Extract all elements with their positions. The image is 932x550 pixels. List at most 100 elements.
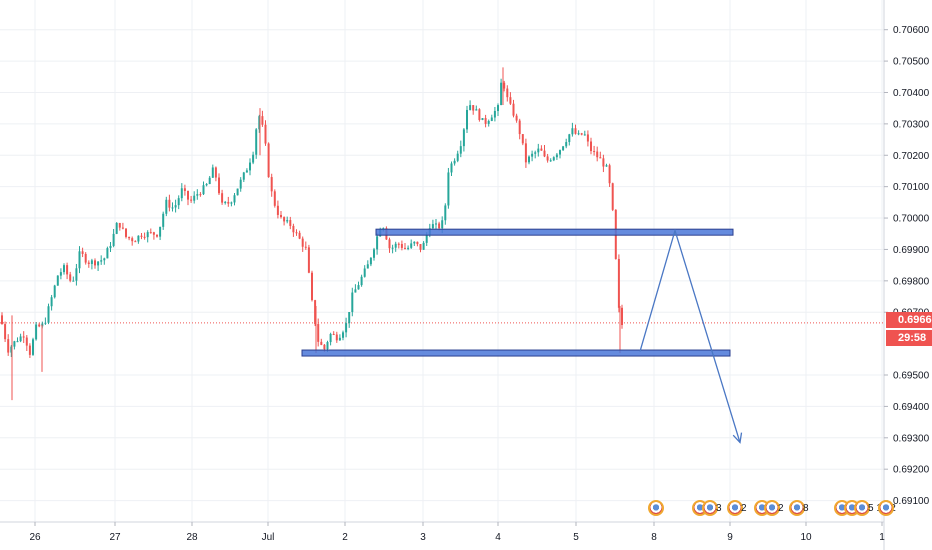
economic-event-marker[interactable] xyxy=(878,499,894,517)
y-tick-label: 0.70000 xyxy=(893,214,930,225)
candle-body xyxy=(311,272,313,301)
candle-body xyxy=(115,222,118,234)
candle-body xyxy=(298,232,301,239)
y-tick-label: 0.69300 xyxy=(893,433,930,444)
candle-body xyxy=(580,133,583,135)
candle-body xyxy=(462,129,465,147)
candle-body xyxy=(100,260,103,262)
candle-body xyxy=(63,265,65,273)
x-tick-label: 28 xyxy=(186,532,198,543)
candle-body xyxy=(190,199,193,201)
support-zone[interactable] xyxy=(301,349,731,357)
candle-body xyxy=(214,167,217,178)
candle-body xyxy=(47,306,50,323)
price-axis[interactable]: 0.70600 0.70500 0.70400 0.70300 0.70200 0.701… xyxy=(884,25,930,507)
candle-body xyxy=(38,324,41,327)
candle-body xyxy=(475,109,478,111)
candle-body xyxy=(35,324,38,340)
candle-body xyxy=(410,243,413,248)
y-tick-label: 0.70100 xyxy=(893,182,930,193)
economic-event-marker[interactable] xyxy=(648,499,664,517)
candle-body xyxy=(19,336,22,342)
candle-body xyxy=(345,323,348,333)
candle-body xyxy=(518,120,521,135)
economic-event-marker[interactable]: 3 xyxy=(692,499,724,517)
candle-body xyxy=(264,124,267,144)
candle-body xyxy=(407,247,410,249)
economic-event-marker[interactable]: 2 xyxy=(727,499,749,517)
candle-body xyxy=(317,324,320,342)
economic-event-marker[interactable]: 8 xyxy=(789,499,811,517)
economic-event-marker[interactable]: 2 xyxy=(754,499,786,517)
candle-body xyxy=(466,109,468,130)
candle-body xyxy=(103,258,106,261)
y-tick-label: 0.69400 xyxy=(893,402,930,413)
candle-body xyxy=(165,199,168,214)
candle-body xyxy=(183,188,186,191)
candle-body xyxy=(583,134,586,136)
candle-body xyxy=(586,134,589,142)
y-tick-label: 0.69500 xyxy=(893,371,930,382)
candle-body xyxy=(376,236,379,250)
candle-body xyxy=(242,172,245,180)
candle-body xyxy=(493,110,496,118)
resistance-zone[interactable] xyxy=(375,228,734,236)
candle-body xyxy=(276,205,279,215)
candle-body xyxy=(608,165,611,184)
candle-body xyxy=(574,128,577,134)
candle-body xyxy=(354,289,357,293)
candle-body xyxy=(295,232,298,234)
current-price-tag: 0.69666 xyxy=(886,312,932,328)
candle-body xyxy=(397,243,400,245)
x-tick-label: 26 xyxy=(29,532,41,543)
candle-body xyxy=(121,227,124,229)
candle-body xyxy=(128,236,131,239)
candle-body xyxy=(75,268,78,281)
y-tick-label: 0.69200 xyxy=(893,465,930,476)
time-axis[interactable]: 26 27 28 Jul 2 3 4 5 8 9 10 1 xyxy=(29,522,885,543)
candle-body xyxy=(441,220,444,229)
candle-body xyxy=(391,247,394,249)
candle-body xyxy=(106,248,109,259)
candle-body xyxy=(28,345,31,355)
candle-body xyxy=(208,177,211,185)
candle-body xyxy=(304,246,307,248)
candle-body xyxy=(388,239,391,249)
candle-body xyxy=(218,177,220,194)
candle-body xyxy=(506,88,509,98)
candle-body xyxy=(87,262,90,264)
candle-body xyxy=(233,195,236,203)
candle-body xyxy=(447,172,450,206)
event-count: 3 xyxy=(716,502,722,514)
candle-body xyxy=(444,205,447,221)
x-tick-label: 9 xyxy=(727,532,733,543)
candle-body xyxy=(156,234,158,237)
candle-body xyxy=(249,162,251,171)
event-count: 2 xyxy=(778,502,784,514)
candle-body xyxy=(472,105,475,111)
candle-body xyxy=(366,264,369,269)
candle-body xyxy=(159,226,162,237)
candle-body xyxy=(459,146,462,154)
flag-icon xyxy=(789,500,805,516)
flag-icon xyxy=(727,500,743,516)
candle-body xyxy=(140,235,143,237)
flag-icon xyxy=(854,500,870,516)
candle-body xyxy=(531,153,534,157)
y-tick-label: 0.70600 xyxy=(893,25,930,36)
x-tick-label: 4 xyxy=(495,532,501,543)
candle-body xyxy=(515,115,518,121)
candle-body xyxy=(16,341,19,343)
x-tick-label: 5 xyxy=(573,532,579,543)
countdown-tag: 29:58 xyxy=(886,330,932,346)
candle-body xyxy=(593,151,596,153)
candle-body xyxy=(490,117,493,121)
candle-body xyxy=(97,261,100,266)
x-tick-label: 27 xyxy=(109,532,121,543)
y-tick-label: 0.69100 xyxy=(893,496,930,507)
candle-body xyxy=(59,272,62,276)
zones xyxy=(301,228,734,357)
flag-icon xyxy=(648,500,664,516)
x-tick-label: 1 xyxy=(879,532,885,543)
